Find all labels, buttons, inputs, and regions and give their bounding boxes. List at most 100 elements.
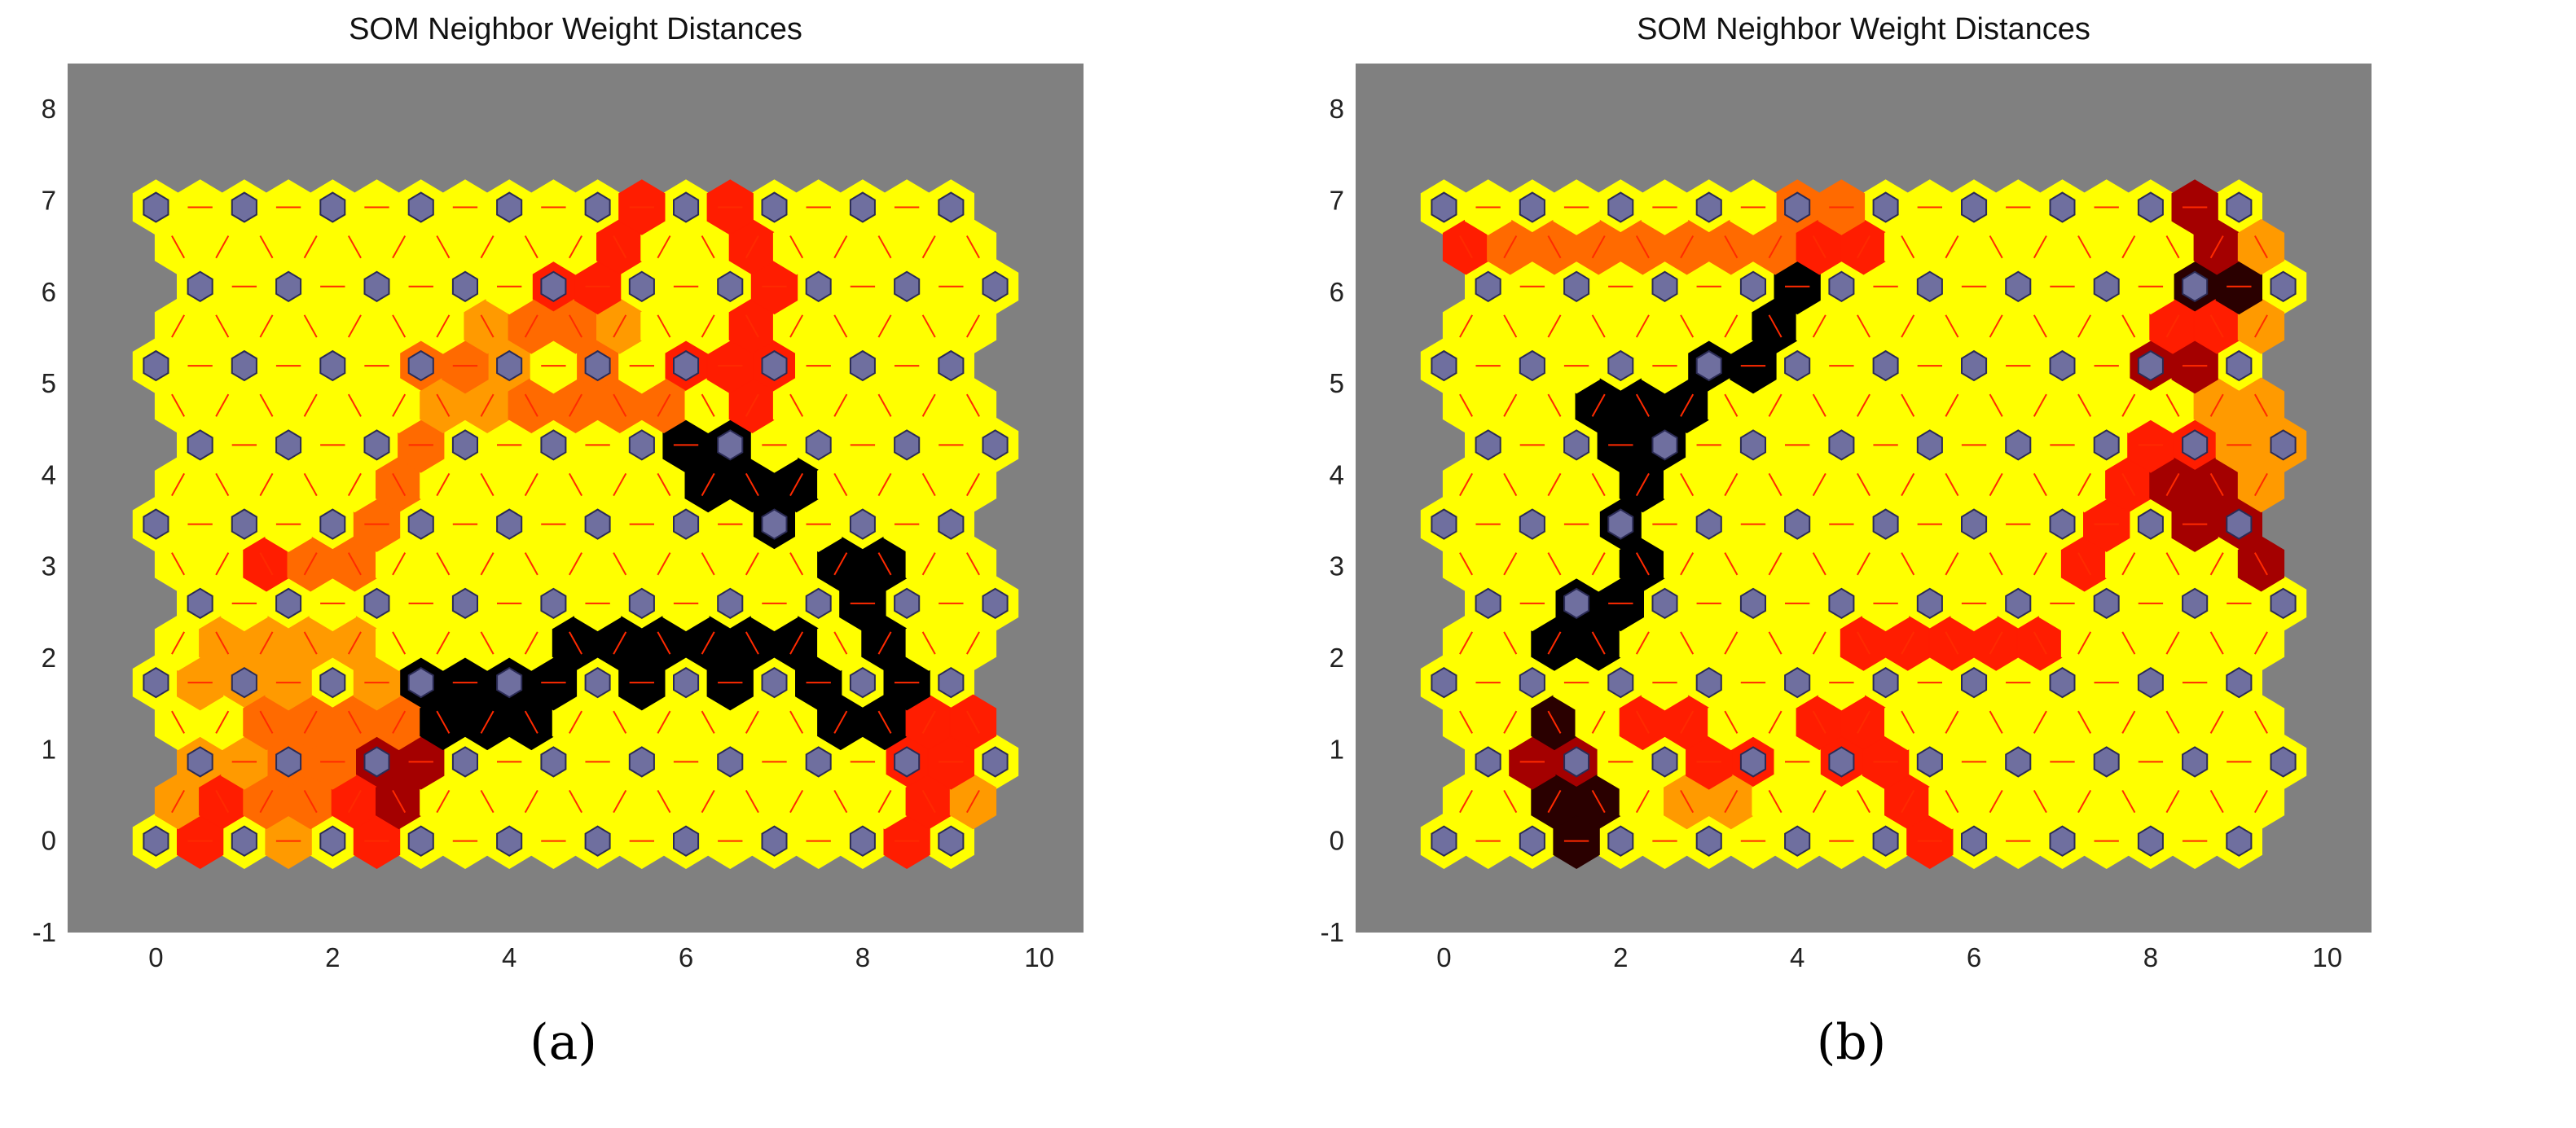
link-line — [1680, 789, 1695, 814]
link-line — [171, 235, 186, 259]
link-line — [1812, 789, 1826, 814]
link-line — [657, 314, 671, 338]
neuron-marker — [717, 587, 744, 619]
y-tick-label: 2 — [42, 643, 56, 673]
link-line — [524, 472, 538, 497]
link-line — [1459, 314, 1474, 338]
link-line — [2121, 631, 2136, 655]
link-line — [613, 472, 627, 497]
neuron-marker — [143, 825, 169, 857]
link-line — [1591, 789, 1606, 814]
neuron-marker — [1828, 746, 1855, 778]
neuron-marker — [451, 587, 478, 619]
link-line — [921, 472, 936, 497]
link-line — [2253, 393, 2268, 417]
figure-caption: (a) — [530, 1014, 597, 1071]
neuron-marker — [496, 191, 523, 223]
link-line — [1591, 393, 1606, 417]
neuron-marker — [1961, 508, 1988, 540]
neuron-marker — [2049, 349, 2076, 382]
neuron-marker — [894, 587, 921, 619]
link-line — [303, 710, 318, 734]
link-line — [1547, 314, 1562, 338]
neuron-marker — [231, 191, 257, 223]
neuron-marker — [673, 825, 700, 857]
neuron-marker — [1519, 349, 1545, 382]
link-line — [569, 393, 582, 417]
neuron-marker — [1475, 746, 1501, 778]
neuron-marker — [2005, 746, 2032, 778]
link-line — [701, 235, 715, 259]
link-line — [480, 393, 495, 417]
neuron-marker — [1431, 508, 1457, 540]
neuron-marker — [363, 746, 390, 778]
link-line — [1547, 472, 1562, 497]
link-line — [1768, 472, 1783, 497]
neuron-marker — [1607, 508, 1634, 540]
link-line — [1503, 789, 1518, 814]
link-line — [436, 393, 451, 417]
neuron-marker — [717, 429, 744, 461]
neuron-marker — [1739, 429, 1766, 461]
neuron-marker — [1431, 191, 1457, 223]
axis-ticks: 0 2 4 6 8 10 -1 0 1 2 3 4 5 6 7 8 — [1321, 94, 2342, 972]
link-line — [1635, 789, 1650, 814]
link-line — [833, 472, 848, 497]
link-cells — [1420, 179, 2307, 869]
link-line — [2209, 314, 2224, 338]
neuron-marker — [2182, 270, 2209, 302]
link-line — [2209, 472, 2224, 497]
link-line — [789, 314, 804, 338]
y-tick-label: 3 — [42, 551, 56, 582]
neuron-marker — [1739, 587, 1766, 619]
link-line — [965, 552, 980, 576]
neuron-marker — [2182, 587, 2209, 619]
neuron-marker — [1431, 349, 1457, 382]
link-line — [480, 552, 495, 576]
link-line — [303, 472, 318, 497]
link-line — [171, 789, 186, 814]
neuron-marker — [1651, 270, 1678, 302]
link-line — [745, 314, 759, 338]
link-line — [1459, 789, 1474, 814]
neuron-marker — [407, 191, 434, 223]
link-line — [1503, 393, 1518, 417]
neuron-marker — [761, 191, 788, 223]
link-line — [1724, 552, 1739, 576]
neuron-marker — [2093, 270, 2120, 302]
link-line — [701, 314, 715, 338]
link-line — [2165, 393, 2180, 417]
neuron-marker — [1607, 191, 1634, 223]
neuron-marker — [1784, 825, 1811, 857]
link-line — [1680, 393, 1695, 417]
neuron-marker — [2005, 429, 2032, 461]
chart-title: SOM Neighbor Weight Distances — [1637, 12, 2090, 46]
neuron-marker — [187, 587, 213, 619]
neuron-marker — [849, 508, 876, 540]
neuron-marker — [584, 667, 611, 699]
link-line — [2033, 552, 2047, 576]
neuron-marker — [1872, 667, 1899, 699]
neuron-marker — [1872, 825, 1899, 857]
link-line — [877, 789, 892, 814]
link-line — [392, 314, 407, 338]
y-tick-label: 5 — [1330, 368, 1344, 398]
link-line — [524, 552, 538, 576]
link-line — [1503, 552, 1518, 576]
link-line — [1459, 552, 1474, 576]
link-line — [347, 393, 362, 417]
link-line — [215, 710, 230, 734]
link-line — [745, 235, 759, 259]
neuron-marker — [496, 349, 523, 382]
link-line — [1901, 314, 1915, 338]
link-line — [569, 235, 582, 259]
link-line — [1768, 235, 1783, 259]
link-line — [1768, 314, 1783, 338]
link-line — [347, 472, 362, 497]
link-line — [745, 710, 759, 734]
link-line — [701, 552, 715, 576]
link-line — [1547, 631, 1562, 655]
neuron-marker — [187, 429, 213, 461]
neuron-marker — [275, 429, 302, 461]
axis-ticks: 0 2 4 6 8 10 -1 0 1 2 3 4 5 6 7 8 — [33, 94, 1054, 972]
